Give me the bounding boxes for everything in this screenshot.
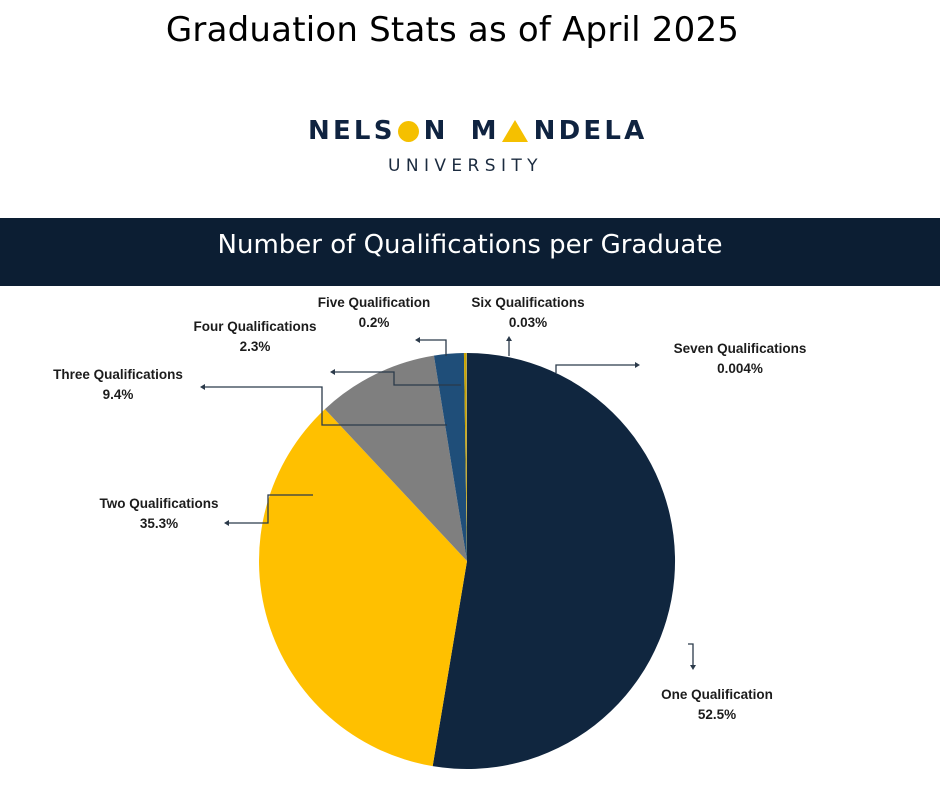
leader-line-2 [228,494,313,524]
logo-wordmark: NELS N M NDELA [308,116,647,146]
leader-line-4 [334,371,461,386]
slice-value-7: 0.004% [717,361,763,376]
logo-triangle-icon [501,120,528,142]
slice-value-3: 9.4% [103,387,134,402]
logo-circle-icon [397,120,419,142]
leader-arrow-1 [690,665,696,670]
page-title: Graduation Stats as of April 2025 [165,10,740,50]
slice-label-3: Three Qualifications [53,367,183,382]
slice-label-2: Two Qualifications [99,496,218,511]
logo-subtitle: UNIVERSITY [388,156,543,176]
leader-arrow-4 [330,369,335,375]
slice-label-5: Five Qualification [318,295,431,310]
leader-line-7 [555,364,636,373]
leader-arrow-5 [415,337,420,343]
logo-text-4: NDELA [533,116,648,146]
university-logo: NELS N M NDELA UNIVERSITY [0,108,940,188]
pie-slice-1 [432,352,676,769]
leader-arrow-7 [635,362,640,368]
slice-value-4: 2.3% [240,339,271,354]
pie-slices [259,352,676,769]
slice-label-7: Seven Qualifications [674,341,807,356]
slice-value-2: 35.3% [140,516,178,531]
slice-value-5: 0.2% [359,315,390,330]
slice-label-1: One Qualification [661,687,773,702]
slice-value-6: 0.03% [509,315,547,330]
slice-labels: One Qualification 52.5% Two Qualifications… [53,295,806,722]
pie-slice-3 [324,355,467,561]
leader-line-5 [419,339,447,356]
slice-label-6: Six Qualifications [471,295,584,310]
logo-text-2: N [423,116,449,146]
logo-text-1: NELS [308,116,396,146]
chart-title: Number of Qualifications per Graduate [217,230,723,260]
leader-line-1 [688,643,694,667]
leader-arrow-2 [224,520,229,526]
chart-title-banner: Number of Qualifications per Graduate [0,218,940,286]
pie-slice-2 [259,409,467,767]
leader-arrow-6 [506,336,512,341]
pie-slice-4 [433,353,467,561]
slice-label-4: Four Qualifications [193,319,316,334]
leader-line-3 [204,386,447,426]
leader-arrow-3 [200,384,205,390]
pie-slice-5 [463,353,467,561]
slice-value-1: 52.5% [698,707,736,722]
leader-lines [200,336,696,670]
logo-text-3: M [470,116,500,146]
